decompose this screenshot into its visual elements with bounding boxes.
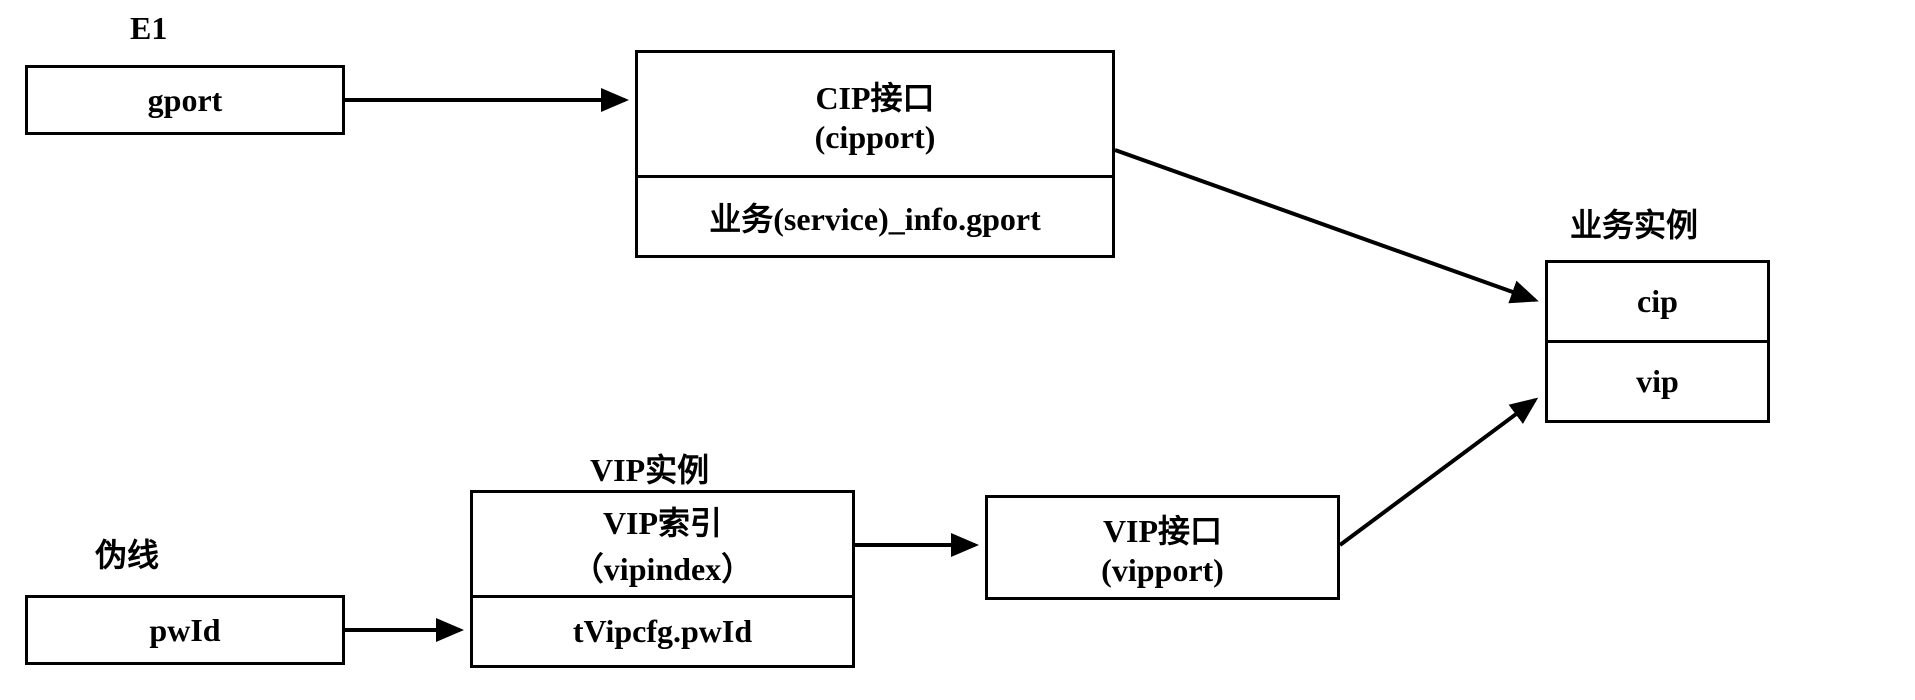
pwid-text: pwId (149, 612, 220, 649)
vip-inst-row2: tVipcfg.pwId (473, 598, 852, 665)
vip-inst-row2-text: tVipcfg.pwId (573, 613, 752, 650)
cip-interface-row2: 业务(service)_info.gport (638, 178, 1112, 255)
biz-row-vip: vip (1548, 343, 1767, 420)
arrow-vipif-to-biz (1340, 400, 1535, 545)
vip-if-line1: VIP接口 (1103, 506, 1222, 552)
e1-label: E1 (130, 10, 167, 47)
cip-interface-box: CIP接口 (cipport) 业务(service)_info.gport (635, 50, 1115, 258)
vip-inst-row1: VIP索引 （vipindex） (473, 493, 852, 598)
gport-text: gport (148, 82, 223, 119)
pwid-box: pwId (25, 595, 345, 665)
cip-row2-text: 业务(service)_info.gport (709, 194, 1040, 240)
vip-instance-label: VIP实例 (590, 445, 709, 491)
business-instance-box: cip vip (1545, 260, 1770, 423)
diagram-container: E1 gport CIP接口 (cipport) 业务(service)_inf… (0, 0, 1915, 700)
business-instance-label: 业务实例 (1570, 200, 1698, 246)
biz-row-cip: cip (1548, 263, 1767, 343)
gport-box: gport (25, 65, 345, 135)
pseudowire-label: 伪线 (95, 530, 159, 576)
cip-row1-line1: CIP接口 (815, 73, 934, 119)
cip-interface-row1: CIP接口 (cipport) (638, 53, 1112, 178)
biz-vip-text: vip (1636, 363, 1679, 400)
biz-cip-text: cip (1637, 283, 1678, 320)
vip-inst-row1-line2: （vipindex） (572, 544, 753, 590)
arrow-cip-to-biz (1115, 150, 1535, 300)
vip-instance-box: VIP索引 （vipindex） tVipcfg.pwId (470, 490, 855, 668)
vip-if-line2: (vipport) (1101, 552, 1224, 589)
vip-inst-row1-line1: VIP索引 (603, 498, 722, 544)
cip-row1-line2: (cipport) (815, 119, 936, 156)
vip-interface-box: VIP接口 (vipport) (985, 495, 1340, 600)
